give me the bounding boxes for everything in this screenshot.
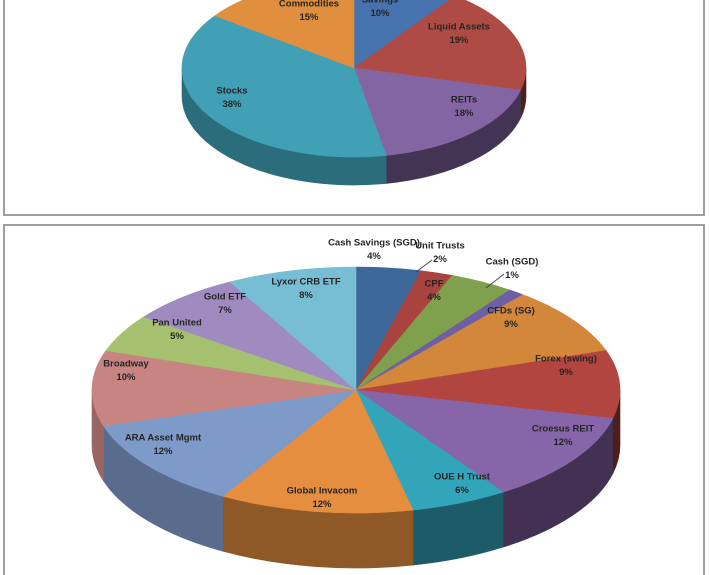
leader-line-cash-sgd xyxy=(485,273,505,289)
slice-label-stocks: Stocks 38% xyxy=(216,86,247,111)
pie-slice-cfds-sg[interactable] xyxy=(355,294,607,391)
slice-label-ara-asset-mgmt: ARA Asset Mgmt 12% xyxy=(125,433,202,458)
slice-label-croesus-reit: Croesus REIT 12% xyxy=(532,424,594,449)
leader-line-unit-trusts xyxy=(415,259,433,273)
slice-label-unit-trusts: Unit Trusts 2% xyxy=(415,241,465,266)
slice-label-forex-swing: Forex (swing) 9% xyxy=(535,354,597,379)
pie-slice-gold-etf[interactable] xyxy=(143,281,357,391)
pie-slice-lyxor-crb-etf[interactable] xyxy=(229,266,357,391)
slice-label-cash-savings-sgd: Cash Savings (SGD) 4% xyxy=(328,238,420,263)
pie-slice-global-invacom[interactable] xyxy=(222,389,414,514)
slice-label-pan-united: Pan United 5% xyxy=(152,318,202,343)
slice-label-broadway: Broadway 10% xyxy=(103,359,149,384)
pie-slice-liquid-assets[interactable] xyxy=(353,0,527,91)
slice-label-liquid-assets: Liquid Assets 19% xyxy=(428,22,490,47)
pie-slice-stocks[interactable] xyxy=(181,15,387,158)
slice-label-savings: Savings 10% xyxy=(362,0,398,19)
slice-label-reits: REITs 18% xyxy=(451,95,477,120)
pie-slice-croesus-reit[interactable] xyxy=(355,389,614,493)
slice-label-gold-etf: Gold ETF 7% xyxy=(204,292,246,317)
slice-label-cfds-sg: CFDs (SG) 9% xyxy=(487,306,535,331)
slice-label-global-invacom: Global Invacom 12% xyxy=(287,486,358,511)
slice-label-lyxor-crb-etf: Lyxor CRB ETF 8% xyxy=(271,277,341,302)
slice-label-commodities: Commodities 15% xyxy=(279,0,339,23)
pie-slice-forex-swing[interactable] xyxy=(355,350,621,419)
slice-label-cash-sgd: Cash (SGD) 1% xyxy=(486,257,539,282)
pie-slice-reits[interactable] xyxy=(353,67,522,156)
pie-slice-broadway[interactable] xyxy=(91,350,357,427)
slice-label-oue-h-trust: OUE H Trust 6% xyxy=(434,472,491,497)
pie-slice-ara-asset-mgmt[interactable] xyxy=(102,389,358,497)
slice-label-cpf: CPF 4% xyxy=(425,279,444,304)
pie-slice-commodities[interactable] xyxy=(214,0,355,69)
